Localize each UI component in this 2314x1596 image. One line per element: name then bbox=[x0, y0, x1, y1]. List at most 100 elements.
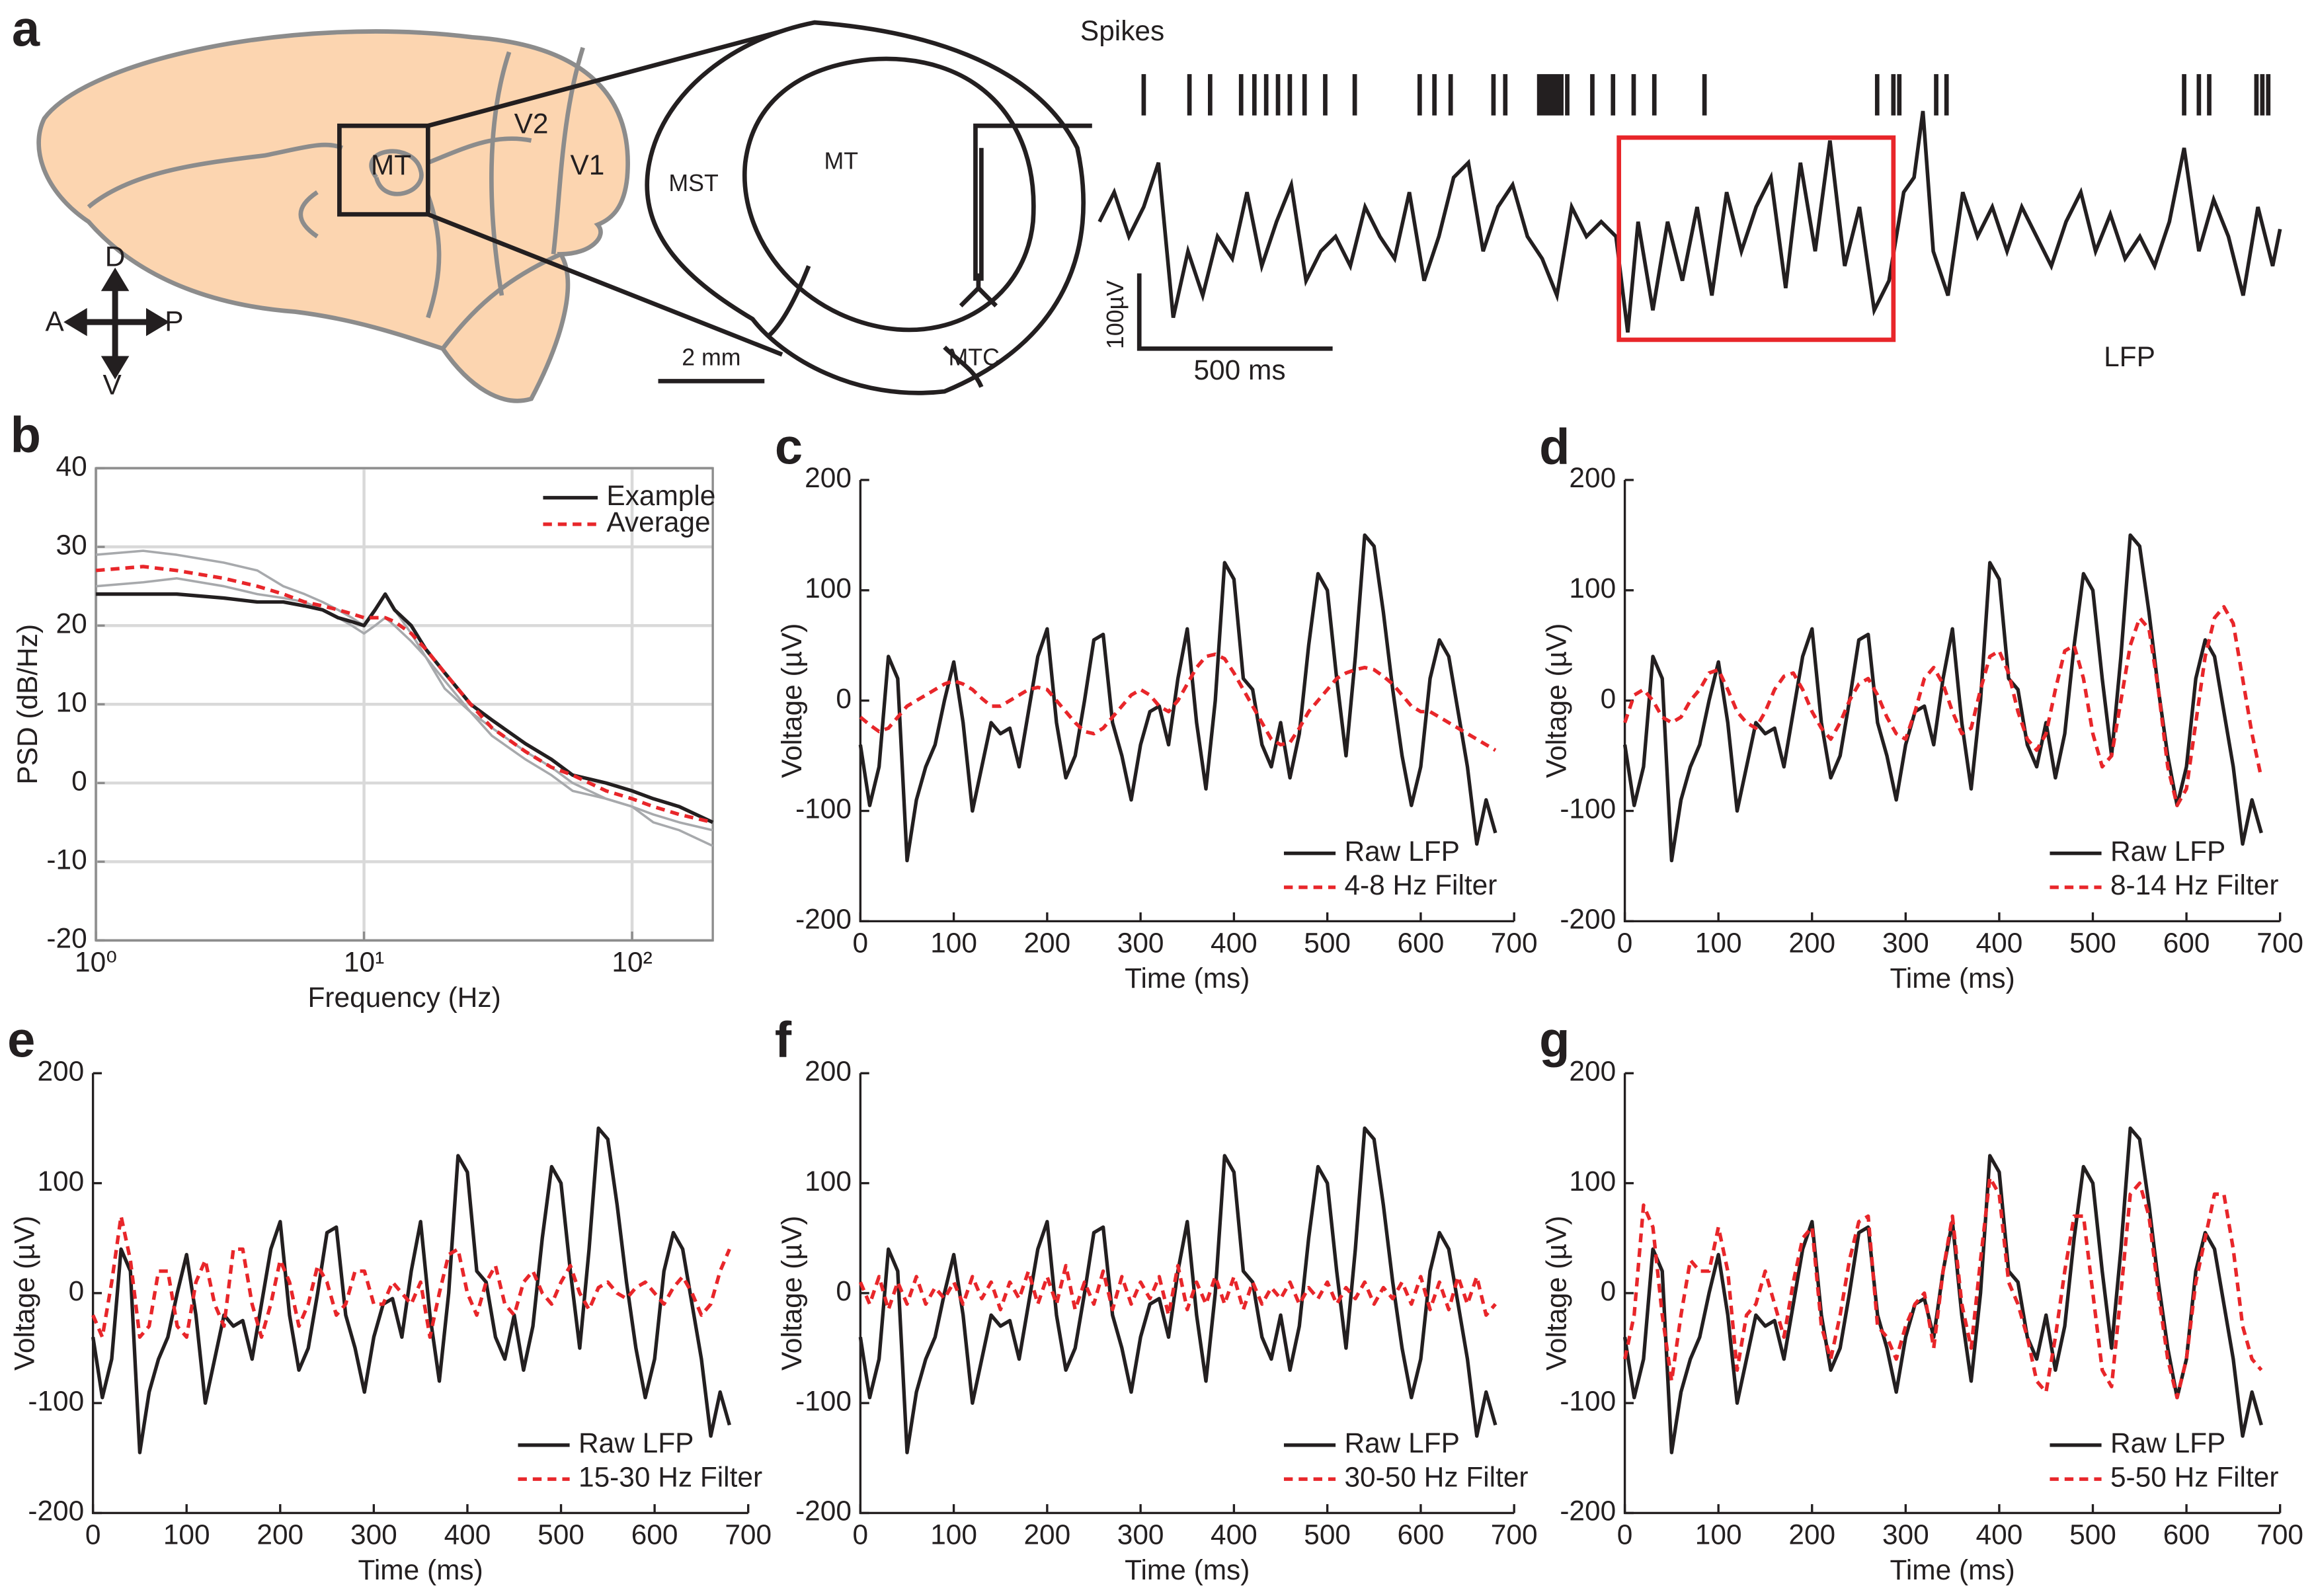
y-tick-label: 100 bbox=[37, 1166, 84, 1197]
sulci bbox=[87, 46, 585, 350]
direction-label: A bbox=[45, 306, 64, 337]
series-line bbox=[859, 652, 1497, 752]
y-tick-label: -200 bbox=[795, 1496, 852, 1527]
panel-letter: g bbox=[1539, 1012, 1570, 1068]
x-tick-label: 500 bbox=[538, 1519, 584, 1550]
scale-label: 500 ms bbox=[1193, 354, 1285, 385]
x-tick-label: 100 bbox=[930, 1519, 977, 1550]
axis bbox=[1623, 1073, 2280, 1515]
series-line bbox=[96, 592, 714, 824]
chart-panel: e -200 -100 0 100 200 0 100 200 300 400 500 600 700 Ti… bbox=[7, 1012, 772, 1585]
y-axis-label: Voltage (µV) bbox=[776, 1216, 807, 1371]
y-tick-label: -10 bbox=[46, 844, 87, 875]
x-tick-label: 500 bbox=[1304, 927, 1351, 958]
panel-letter: e bbox=[7, 1012, 35, 1068]
legend-label: 30-50 Hz Filter bbox=[1344, 1461, 1528, 1492]
scale-label: 100µV bbox=[1102, 280, 1129, 349]
chart-panel: c -200 -100 0 100 200 0 100 200 300 400 500 600 700 Ti… bbox=[775, 419, 1538, 993]
x-tick-label: 300 bbox=[1117, 1519, 1164, 1550]
y-tick-label: 0 bbox=[836, 683, 852, 714]
y-tick-label: -100 bbox=[1560, 793, 1616, 824]
highlight-box bbox=[1616, 135, 1896, 342]
y-tick-label: 0 bbox=[1601, 1275, 1616, 1306]
area-label: MTC bbox=[949, 344, 1000, 370]
legend-label: Raw LFP bbox=[578, 1427, 694, 1458]
x-tick-label: 0 bbox=[853, 1519, 869, 1550]
y-axis-label: Voltage (µV) bbox=[1540, 623, 1572, 778]
area-label: MT bbox=[371, 149, 411, 180]
x-tick-label: 200 bbox=[1023, 927, 1070, 958]
y-tick-label: 200 bbox=[1569, 1055, 1616, 1086]
orientation-arrows bbox=[63, 267, 170, 379]
zoom-lines bbox=[427, 20, 816, 357]
y-axis-label: Voltage (µV) bbox=[776, 623, 807, 778]
x-tick-label: 200 bbox=[257, 1519, 303, 1550]
x-tick-label: 100 bbox=[1695, 927, 1742, 958]
x-tick-label: 100 bbox=[930, 927, 977, 958]
x-axis-label: Time (ms) bbox=[1890, 963, 2015, 994]
panel-letter: d bbox=[1539, 419, 1570, 475]
x-tick-label: 400 bbox=[1211, 1519, 1257, 1550]
electrode bbox=[959, 123, 1092, 307]
x-tick-label: 700 bbox=[2256, 927, 2303, 958]
chart-panel: d -200 -100 0 100 200 0 100 200 300 400 500 600 700 Ti… bbox=[1539, 419, 2303, 993]
x-tick-label: 600 bbox=[2163, 927, 2210, 958]
legend-label: Raw LFP bbox=[2110, 1427, 2225, 1458]
y-tick-label: 100 bbox=[805, 1166, 852, 1197]
x-tick-label: 400 bbox=[1976, 1519, 2023, 1550]
area-label: MST bbox=[668, 170, 718, 196]
panel-letter: c bbox=[775, 419, 803, 475]
y-tick-label: 30 bbox=[56, 529, 87, 560]
y-tick-label: 10 bbox=[56, 686, 87, 717]
scale-label: 2 mm bbox=[682, 344, 740, 370]
x-tick-label: 10² bbox=[612, 946, 652, 977]
series-line bbox=[1622, 1126, 2263, 1455]
y-tick-label: -200 bbox=[1560, 1496, 1616, 1527]
legend-label: 5-50 Hz Filter bbox=[2110, 1461, 2279, 1492]
chart-panel: b -20 -10 0 10 20 30 40 10⁰ 10¹ 10² Frequency (Hz) P… bbox=[11, 407, 716, 1013]
x-tick-label: 200 bbox=[1023, 1519, 1070, 1550]
direction-label: D bbox=[105, 241, 126, 272]
x-tick-label: 0 bbox=[1617, 927, 1633, 958]
x-tick-label: 700 bbox=[1491, 927, 1538, 958]
x-tick-label: 0 bbox=[853, 927, 869, 958]
trace-label: LFP bbox=[2104, 341, 2155, 372]
x-tick-label: 200 bbox=[1788, 927, 1835, 958]
x-tick-label: 300 bbox=[1882, 1519, 1929, 1550]
legend-label: Raw LFP bbox=[2110, 836, 2225, 867]
area-label: V2 bbox=[514, 108, 549, 139]
x-tick-label: 400 bbox=[1976, 927, 2023, 958]
chart-panel: f -200 -100 0 100 200 0 100 200 300 400 500 600 700 Ti… bbox=[775, 1012, 1538, 1585]
y-tick-label: -200 bbox=[1560, 904, 1616, 935]
series-line bbox=[95, 565, 713, 824]
axis bbox=[95, 467, 714, 942]
mt-box bbox=[337, 123, 430, 217]
trace-label: Spikes bbox=[1080, 15, 1164, 46]
y-tick-label: 0 bbox=[69, 1275, 85, 1306]
series-line bbox=[858, 1263, 1497, 1317]
legend-label: Raw LFP bbox=[1344, 836, 1459, 867]
x-tick-label: 0 bbox=[1617, 1519, 1633, 1550]
legend-label: Average bbox=[606, 506, 710, 538]
x-tick-label: 500 bbox=[2069, 1519, 2116, 1550]
spike-raster bbox=[1141, 74, 2271, 116]
legend-label: 15-30 Hz Filter bbox=[578, 1461, 762, 1492]
trace-line bbox=[95, 577, 713, 832]
section-outline bbox=[645, 20, 1086, 395]
x-tick-label: 700 bbox=[2256, 1519, 2303, 1550]
chart-panel: g -200 -100 0 100 200 0 100 200 300 400 500 600 700 Ti… bbox=[1539, 1012, 2303, 1585]
y-tick-label: 0 bbox=[836, 1275, 852, 1306]
x-tick-label: 600 bbox=[1398, 1519, 1445, 1550]
y-tick-label: -100 bbox=[795, 793, 852, 824]
x-axis-label: Time (ms) bbox=[1125, 963, 1250, 994]
x-tick-label: 600 bbox=[1398, 927, 1445, 958]
series-line bbox=[91, 1214, 731, 1339]
direction-label: P bbox=[165, 306, 183, 337]
area-label: V1 bbox=[570, 149, 604, 180]
mt-region bbox=[742, 56, 1036, 388]
direction-label: V bbox=[102, 370, 122, 401]
y-tick-label: 20 bbox=[56, 608, 87, 639]
y-tick-label: 200 bbox=[805, 462, 852, 493]
